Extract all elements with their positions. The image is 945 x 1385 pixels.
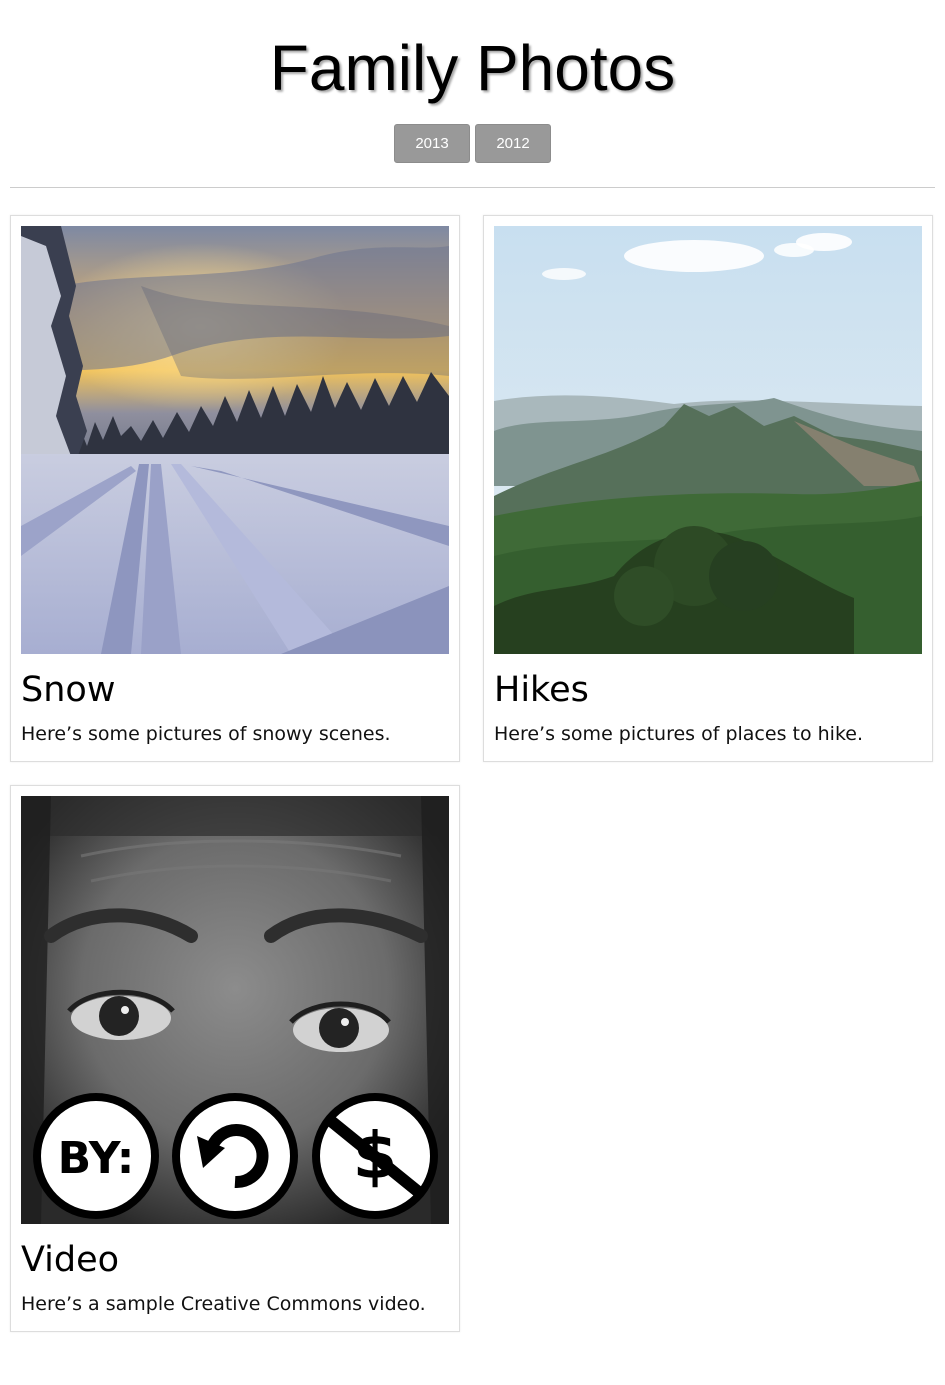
mountain-landscape-image bbox=[494, 226, 922, 654]
album-thumbnail-video[interactable]: BY: $ bbox=[21, 796, 449, 1224]
year-filter-nav: 2013 2012 bbox=[0, 124, 945, 163]
album-card-snow[interactable]: Snow Here’s some pictures of snowy scene… bbox=[10, 215, 460, 762]
video-thumbnail-image: BY: $ bbox=[21, 796, 449, 1224]
album-card-video[interactable]: BY: $ Video Here’s a sample Creative Com… bbox=[10, 785, 460, 1332]
album-title-hikes[interactable]: Hikes bbox=[494, 670, 589, 710]
album-description-snow: Here’s some pictures of snowy scenes. bbox=[21, 723, 391, 745]
cc-by-label: BY: bbox=[58, 1133, 135, 1184]
cc-share-alike-icon bbox=[172, 1093, 298, 1219]
snowy-road-image bbox=[21, 226, 449, 654]
header-divider bbox=[10, 187, 935, 188]
album-title-snow[interactable]: Snow bbox=[21, 670, 116, 710]
year-button-2012[interactable]: 2012 bbox=[475, 124, 551, 163]
cc-non-commercial-icon: $ bbox=[312, 1093, 438, 1219]
album-thumbnail-hikes[interactable] bbox=[494, 226, 922, 654]
album-card-hikes[interactable]: Hikes Here’s some pictures of places to … bbox=[483, 215, 933, 762]
album-description-hikes: Here’s some pictures of places to hike. bbox=[494, 723, 863, 745]
cc-by-icon: BY: bbox=[33, 1093, 159, 1219]
album-description-video: Here’s a sample Creative Commons video. bbox=[21, 1293, 426, 1315]
page-title: Family Photos bbox=[269, 32, 676, 104]
year-button-2013[interactable]: 2013 bbox=[394, 124, 470, 163]
album-title-video[interactable]: Video bbox=[21, 1240, 120, 1280]
album-thumbnail-snow[interactable] bbox=[21, 226, 449, 654]
